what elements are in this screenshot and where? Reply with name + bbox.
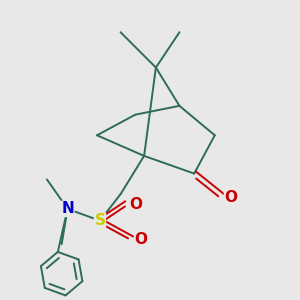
Text: N: N	[61, 201, 74, 216]
Text: S: S	[94, 213, 105, 228]
Text: O: O	[129, 197, 142, 212]
Text: O: O	[224, 190, 238, 205]
Text: O: O	[135, 232, 148, 247]
